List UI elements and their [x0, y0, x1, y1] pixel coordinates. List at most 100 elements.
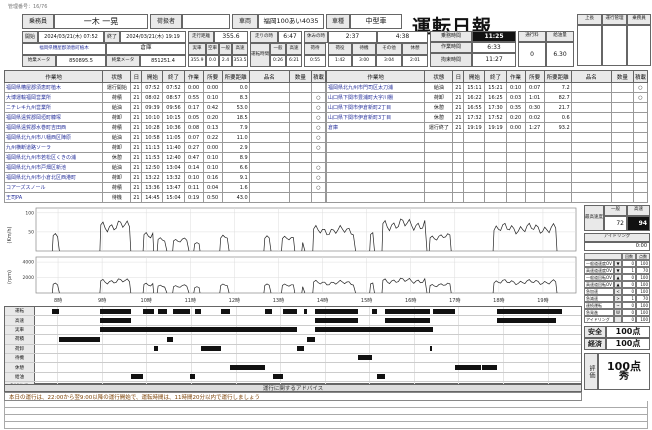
note-ruled-line — [4, 401, 648, 408]
worklog-cell — [484, 192, 507, 203]
worklog-cell — [570, 102, 612, 113]
gantt-hour-gridline — [369, 372, 371, 382]
gantt-hour-gridline — [458, 325, 460, 335]
worklog-cell: 福岡県北九州市門司区太刀浦 — [325, 82, 426, 93]
worklog-cell: 08:02 — [141, 92, 164, 103]
end-place: 倉庫 — [106, 43, 186, 55]
worklog-cell — [248, 182, 290, 193]
worklog-cell: 21 — [130, 112, 143, 123]
worklog-cell: 0:11 — [183, 182, 204, 193]
worklog-cell: 0:16 — [202, 172, 223, 183]
gantt-row-給油: 給油 — [5, 372, 581, 383]
worklog-cell: 21 — [452, 122, 465, 133]
worklog-cell — [610, 192, 634, 203]
worklog-cell: 0:00 — [202, 82, 223, 93]
worklog-cell: 0:20 — [202, 112, 223, 123]
worklog-cell — [570, 82, 612, 93]
worklog-col-header: 所要距離 — [543, 70, 572, 83]
gantt-hour-gridline — [57, 363, 59, 372]
gantt-hour-gridline — [191, 344, 192, 353]
worklog-cell — [570, 112, 612, 123]
worklog-cell — [248, 192, 290, 203]
gantt-hour-gridline — [369, 344, 371, 353]
gantt-hour-gridline — [503, 372, 504, 382]
worklog-cell: 0:08 — [183, 122, 204, 133]
worklog-cell — [452, 132, 465, 143]
gantt-bar — [99, 327, 297, 333]
start-meter-label: 始業メータ — [22, 55, 56, 67]
svg-text:15時: 15時 — [361, 298, 372, 304]
worklog-cell: 0:27 — [183, 142, 204, 153]
worklog-cell — [543, 172, 572, 183]
gantt-bar — [51, 308, 59, 314]
worklog-cell: ○ — [310, 162, 327, 173]
worklog-cell — [325, 142, 426, 153]
worklog-cell — [248, 102, 290, 113]
gantt-hour-gridline — [458, 307, 460, 316]
worklog-cell: ニチレキ九州営業所 — [3, 102, 104, 113]
worklog-cell: 0:10 — [202, 92, 223, 103]
cargo-value: 1:42 — [328, 55, 352, 67]
worklog-cell — [248, 122, 290, 133]
worklog-cell — [524, 162, 545, 173]
loader-name — [182, 14, 230, 29]
worklog-cell: 13:47 — [162, 182, 185, 193]
worklog-cell: 給油 — [102, 132, 132, 143]
worklog-cell: 17:30 — [484, 102, 507, 113]
worklog-cell — [248, 152, 290, 163]
worklog-col-header: 作業 — [505, 70, 526, 83]
vehicle-number: 福岡100あい4035 — [258, 14, 324, 29]
worklog-cell: 0:02 — [524, 112, 545, 123]
gantt-hour-gridline — [413, 353, 415, 363]
worklog-cell: 0:17 — [183, 102, 204, 113]
score-header-row: 回数 点数 — [584, 253, 650, 260]
gantt-row-label: 休憩 — [5, 363, 35, 372]
worklog-cell: 運行開始 — [102, 82, 132, 93]
svg-text:18時: 18時 — [493, 298, 504, 304]
score-row: 急発進 W 0 100 — [584, 309, 650, 316]
svg-text:14時: 14時 — [317, 298, 328, 304]
worklog-cell — [610, 162, 634, 173]
gantt-hour-gridline — [146, 353, 148, 363]
worklog-cell: 九州横断道路ソーラ — [3, 142, 104, 153]
gantt-hour-gridline — [280, 307, 282, 316]
gantt-hour-gridline — [547, 325, 549, 335]
score-item-score: 100 — [636, 316, 650, 323]
worklog-cell — [610, 172, 634, 183]
duty-time-value: 11:25 — [472, 31, 516, 42]
worklog-cell: 0:05 — [183, 112, 204, 123]
score-item-label: アイドリング — [584, 316, 614, 323]
worklog-cell — [570, 132, 612, 143]
loader-label: 荷扱者 — [150, 14, 182, 29]
document-number: 管理番号：16/76 — [8, 4, 48, 10]
worklog-cell — [484, 182, 507, 193]
worklog-cell: 7.9 — [221, 122, 250, 133]
worklog-row — [325, 182, 649, 193]
end-meter-value: 851251.4 — [140, 55, 186, 67]
gantt-row-label: 運転 — [5, 307, 35, 316]
worklog-cell: 21 — [130, 162, 143, 173]
gantt-hour-gridline — [369, 316, 371, 325]
worklog-cell: 9.1 — [221, 172, 250, 183]
worklog-row: 大博運輸福岡営業所 荷積 21 08:02 08:57 0:55 0:10 8.3 ○ — [3, 92, 327, 103]
worklog-cell: 82.7 — [543, 92, 572, 103]
worklog-cell — [248, 112, 290, 123]
worklog-cell: 21 — [130, 142, 143, 153]
gantt-bar — [306, 336, 315, 342]
max-speed-label: 最高速度 — [584, 205, 604, 231]
score-item-label: 急発進 — [584, 309, 614, 316]
gantt-bar — [303, 308, 307, 314]
economy-label: 経済 — [584, 338, 606, 350]
gantt-hour-gridline — [101, 363, 103, 372]
start-label: 開始 — [22, 31, 38, 43]
worklog-cell: 福岡県北九州市八幡西区陣原 — [3, 132, 104, 143]
worklog-cell — [288, 142, 312, 153]
gantt-hour-gridline — [324, 353, 326, 363]
score-item-label: 急加速 — [584, 288, 614, 295]
worklog-cell — [570, 192, 612, 203]
worklog-cell: コアーズスノール — [3, 182, 104, 193]
worklog-cell — [325, 132, 426, 143]
worklog-cell: 21.7 — [543, 102, 572, 113]
gantt-bar — [154, 346, 158, 352]
gantt-hour-gridline — [280, 344, 282, 353]
